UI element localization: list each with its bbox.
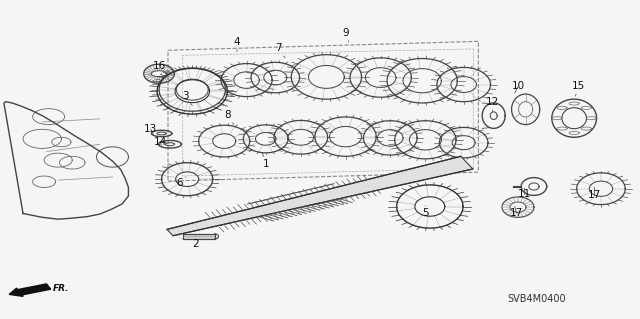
Text: 16: 16 [152, 61, 166, 74]
FancyArrow shape [9, 284, 51, 296]
Text: 10: 10 [511, 81, 525, 93]
Text: 11: 11 [518, 188, 531, 199]
Text: 5: 5 [422, 205, 429, 219]
Text: 8: 8 [224, 110, 234, 124]
Polygon shape [167, 156, 473, 236]
Text: 17: 17 [510, 206, 524, 219]
Text: 6: 6 [176, 177, 186, 188]
Text: FR.: FR. [53, 284, 70, 293]
Polygon shape [182, 234, 214, 239]
Text: 9: 9 [342, 28, 349, 42]
Text: SVB4M0400: SVB4M0400 [508, 293, 566, 304]
Text: 12: 12 [486, 97, 499, 112]
Text: 15: 15 [572, 81, 585, 96]
Text: 3: 3 [182, 91, 192, 106]
Text: 2: 2 [192, 236, 199, 249]
Text: 13: 13 [144, 124, 157, 136]
Text: 14: 14 [154, 137, 167, 147]
Text: 7: 7 [275, 43, 285, 58]
Text: 17: 17 [588, 188, 601, 200]
Text: 4: 4 [234, 37, 240, 51]
Text: 1: 1 [262, 153, 269, 169]
